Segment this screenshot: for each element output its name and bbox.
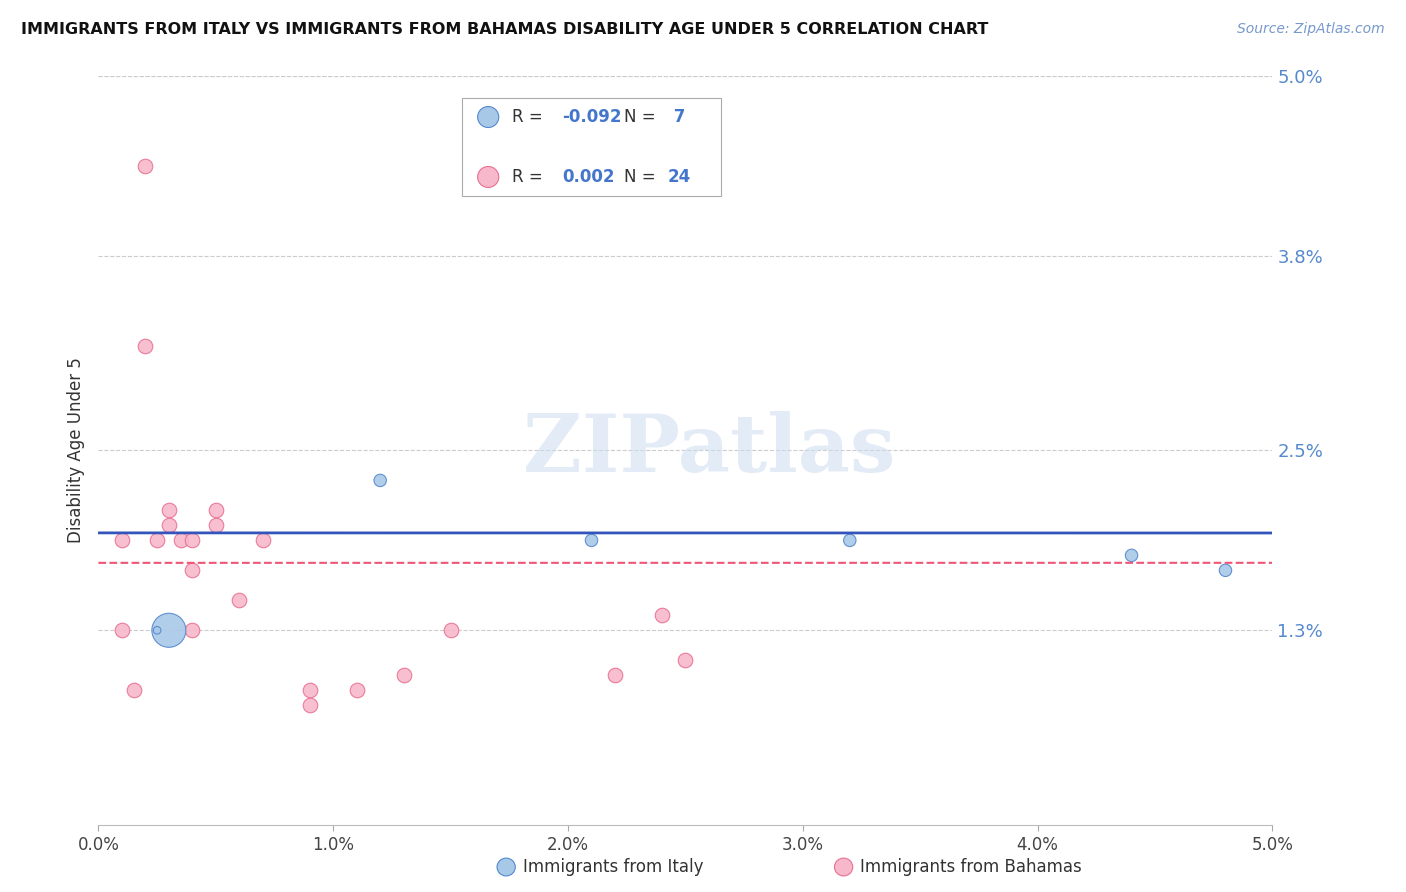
Point: [603, 668, 626, 682]
Point: [581, 533, 603, 548]
Point: [1215, 563, 1237, 577]
Text: N =: N =: [624, 108, 661, 126]
Text: ZIPatlas: ZIPatlas: [523, 411, 896, 490]
Text: IMMIGRANTS FROM ITALY VS IMMIGRANTS FROM BAHAMAS DISABILITY AGE UNDER 5 CORRELAT: IMMIGRANTS FROM ITALY VS IMMIGRANTS FROM…: [21, 22, 988, 37]
Ellipse shape: [478, 167, 499, 187]
Text: 7: 7: [668, 108, 685, 126]
Point: [181, 624, 204, 638]
Point: [252, 533, 274, 548]
Point: [111, 624, 134, 638]
Point: [157, 503, 180, 517]
Text: Source: ZipAtlas.com: Source: ZipAtlas.com: [1237, 22, 1385, 37]
Point: [675, 653, 697, 667]
Text: -0.092: -0.092: [562, 108, 621, 126]
Text: R =: R =: [512, 168, 553, 186]
Ellipse shape: [478, 106, 499, 128]
Point: [298, 698, 321, 713]
Point: [181, 563, 204, 577]
Point: [651, 608, 673, 623]
Text: Immigrants from Bahamas: Immigrants from Bahamas: [860, 858, 1083, 876]
FancyBboxPatch shape: [463, 98, 721, 195]
Point: [181, 533, 204, 548]
Point: [392, 668, 415, 682]
Point: [157, 624, 180, 638]
Point: [298, 683, 321, 698]
Text: R =: R =: [512, 108, 548, 126]
Point: [439, 624, 461, 638]
Point: [146, 624, 169, 638]
Text: N =: N =: [624, 168, 661, 186]
Point: [205, 518, 228, 533]
Point: [134, 338, 156, 352]
Point: [368, 474, 391, 488]
Point: [346, 683, 368, 698]
Point: [228, 593, 250, 607]
Point: [146, 533, 169, 548]
Text: 24: 24: [668, 168, 692, 186]
Point: [1121, 549, 1143, 563]
Point: [134, 159, 156, 173]
Text: Immigrants from Italy: Immigrants from Italy: [523, 858, 703, 876]
Point: [111, 533, 134, 548]
Point: [169, 533, 191, 548]
Point: [122, 683, 145, 698]
Point: [838, 533, 860, 548]
Y-axis label: Disability Age Under 5: Disability Age Under 5: [66, 358, 84, 543]
Point: [157, 518, 180, 533]
Text: 0.002: 0.002: [562, 168, 614, 186]
Point: [205, 503, 228, 517]
